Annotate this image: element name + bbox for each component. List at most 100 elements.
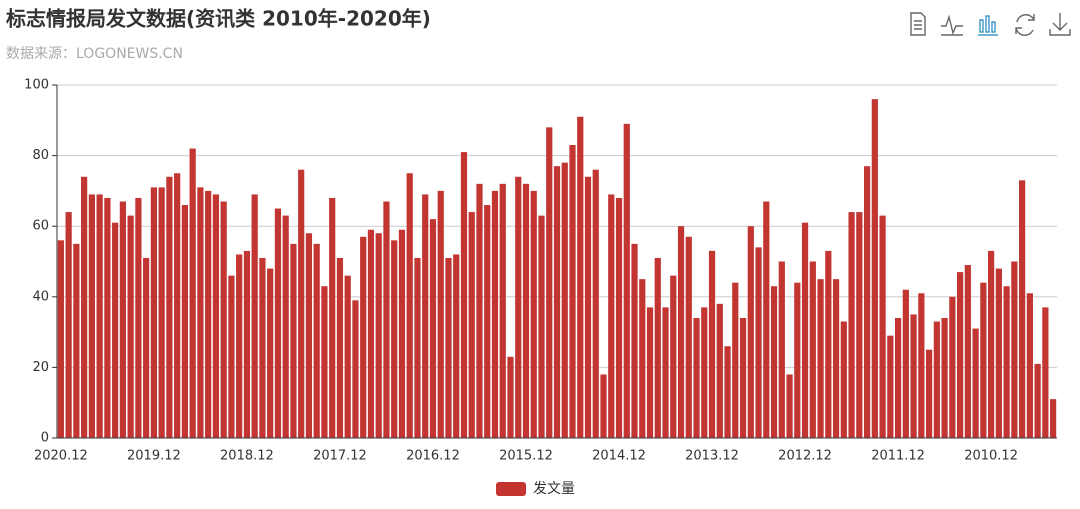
bar [329, 197, 336, 438]
bar [1003, 286, 1010, 438]
bar [685, 236, 692, 438]
bar [150, 187, 157, 438]
y-tick-label: 0 [41, 431, 49, 446]
bar [646, 307, 654, 438]
x-tick-label: 2010.12 [964, 449, 1018, 464]
bar [220, 201, 227, 438]
bar [166, 176, 173, 438]
bar [499, 183, 506, 438]
bar [561, 162, 568, 438]
toolbox [910, 12, 1071, 36]
bar [391, 240, 398, 438]
bar [352, 300, 359, 438]
y-tick-label: 100 [24, 78, 49, 93]
bar [259, 257, 266, 438]
bar [344, 275, 351, 438]
save-image-button[interactable] [1049, 13, 1071, 36]
bar [143, 257, 150, 438]
bar [716, 303, 723, 438]
bar [453, 254, 460, 438]
bar [538, 215, 545, 438]
bar [65, 212, 72, 438]
bar [313, 243, 320, 438]
bar [879, 215, 886, 438]
legend: 发文量 [496, 481, 575, 497]
bar [360, 236, 367, 438]
bar [96, 194, 103, 438]
y-tick-label: 40 [32, 289, 49, 304]
bar [1050, 399, 1057, 438]
bar [422, 194, 429, 438]
bar [1019, 180, 1026, 438]
bar [1011, 261, 1018, 438]
bar [1026, 293, 1033, 438]
bar [546, 127, 553, 439]
x-tick-label: 2014.12 [592, 449, 646, 464]
bar [127, 215, 134, 438]
bar [957, 272, 964, 438]
bar [522, 183, 530, 438]
bar [367, 229, 375, 438]
x-tick-label: 2011.12 [871, 449, 925, 464]
bar [530, 190, 537, 438]
restore-button[interactable] [1015, 14, 1035, 36]
bar [654, 257, 661, 438]
bar [701, 307, 708, 438]
bar [910, 314, 917, 438]
bar [825, 250, 832, 438]
bar [205, 190, 212, 438]
data-view-button[interactable] [910, 12, 926, 36]
bar [445, 257, 452, 438]
bar [662, 307, 669, 438]
bar [336, 257, 344, 438]
bar [484, 205, 491, 438]
bar [398, 229, 406, 438]
bar [321, 286, 328, 438]
x-tick-label: 2013.12 [685, 449, 739, 464]
bar [693, 317, 700, 438]
bar [786, 374, 793, 438]
x-tick-label: 2019.12 [127, 449, 181, 464]
bar [964, 265, 971, 438]
bar [267, 268, 274, 438]
bar [476, 183, 483, 438]
bar [553, 166, 561, 438]
bar [228, 275, 235, 438]
bar [677, 226, 685, 438]
legend-label: 发文量 [533, 481, 575, 497]
line-switch-button[interactable] [941, 14, 963, 36]
bar [708, 250, 716, 438]
bar [863, 166, 871, 438]
bar-switch-button[interactable] [978, 15, 998, 36]
bar [770, 286, 778, 438]
legend-swatch [496, 482, 526, 496]
bar [778, 261, 785, 438]
bar [468, 212, 475, 438]
bar [988, 250, 995, 438]
bar [848, 212, 855, 438]
y-tick-label: 20 [32, 360, 49, 375]
bar [732, 282, 739, 438]
bar [414, 257, 421, 438]
bar [298, 169, 305, 438]
x-tick-label: 2016.12 [406, 449, 460, 464]
bar [639, 279, 646, 438]
bar [933, 321, 940, 438]
x-tick-label: 2017.12 [313, 449, 367, 464]
bar [383, 201, 390, 438]
x-tick-label: 2015.12 [499, 449, 553, 464]
bar [1034, 363, 1041, 438]
bar [832, 279, 840, 438]
bar [515, 176, 522, 438]
y-tick-label: 80 [32, 148, 49, 163]
bar [871, 99, 878, 439]
bar [375, 233, 382, 438]
bar [104, 197, 111, 438]
bar [739, 317, 747, 438]
bar [73, 243, 80, 438]
bar [794, 282, 801, 438]
bar [274, 208, 282, 438]
chart-subtitle: 数据来源：LOGONEWS.CN [6, 46, 183, 62]
bar [949, 296, 956, 438]
